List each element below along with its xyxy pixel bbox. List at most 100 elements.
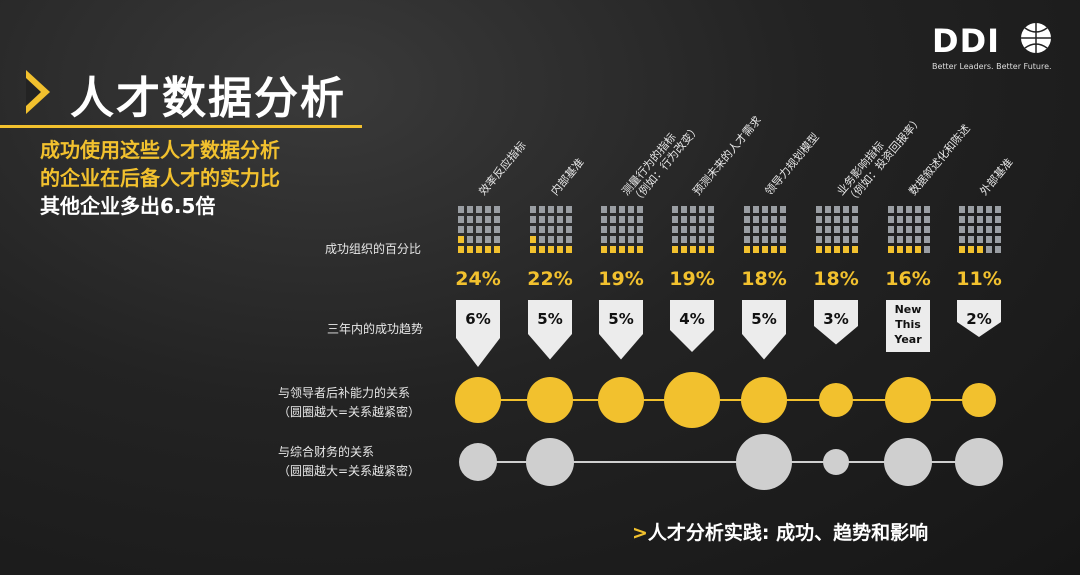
waffle-cell [744, 236, 750, 243]
waffle-cell [915, 216, 921, 223]
waffle-cell [708, 236, 714, 243]
waffle-cell [915, 226, 921, 233]
trend-callout [814, 300, 858, 345]
waffle-cell [744, 246, 750, 253]
waffle-cell [888, 236, 894, 243]
waffle-cell [834, 226, 840, 233]
waffle-cell [897, 236, 903, 243]
waffle-cell [762, 236, 768, 243]
waffle-cell [708, 216, 714, 223]
waffle-cell [986, 236, 992, 243]
waffle-cell [834, 246, 840, 253]
waffle-cell [708, 246, 714, 253]
trend-box-new [886, 300, 930, 352]
waffle-cell [690, 236, 696, 243]
waffle-cell [476, 226, 482, 233]
waffle-cell [968, 216, 974, 223]
subtitle-line-1: 成功使用这些人才数据分析 [40, 138, 280, 162]
category-label-line: 效率反应指标 [476, 138, 529, 198]
waffle-cell [458, 206, 464, 213]
waffle-cell [530, 206, 536, 213]
waffle-cell [619, 246, 625, 253]
waffle-cell [995, 206, 1001, 213]
waffle-cell [681, 236, 687, 243]
waffle-cell [915, 236, 921, 243]
subtitle-line-2: 的企业在后备人才的实力比 [40, 166, 280, 190]
waffle-cell [906, 206, 912, 213]
subtitle-line-3: 其他企业多出6.5倍 [40, 194, 216, 218]
waffle-cell [699, 206, 705, 213]
leadership-circle [455, 377, 501, 423]
waffle-cell [771, 226, 777, 233]
leadership-circle [664, 372, 720, 428]
page-title: 人才数据分析 [70, 73, 346, 124]
waffle-cell [539, 206, 545, 213]
waffle-cell [601, 206, 607, 213]
waffle-cell [888, 216, 894, 223]
trend-label: 3% [823, 310, 848, 328]
waffle-cell [986, 246, 992, 253]
waffle-cell [888, 226, 894, 233]
waffle-cell [548, 246, 554, 253]
waffle-cell [924, 236, 930, 243]
waffle-cell [619, 236, 625, 243]
waffle-cell [762, 216, 768, 223]
waffle-cell [906, 236, 912, 243]
waffle-cell [852, 216, 858, 223]
trend-label-word: New [895, 303, 922, 316]
trend-callout [456, 300, 500, 367]
waffle-cell [610, 246, 616, 253]
waffle-cell [672, 236, 678, 243]
waffle-cell [825, 246, 831, 253]
waffle-cell [780, 236, 786, 243]
trend-label-word: Year [893, 333, 922, 346]
waffle-cell [825, 236, 831, 243]
financial-circle [459, 443, 497, 481]
waffle-cell [467, 216, 473, 223]
waffle-cell [672, 206, 678, 213]
waffle-cell [637, 206, 643, 213]
waffle-cell [977, 216, 983, 223]
waffle-cell [476, 246, 482, 253]
waffle-cell [906, 216, 912, 223]
waffle-cell [897, 206, 903, 213]
waffle-cell [753, 236, 759, 243]
waffle-cell [467, 236, 473, 243]
waffle-cell [637, 216, 643, 223]
waffle-cell [681, 206, 687, 213]
trend-label: 6% [465, 310, 490, 328]
waffle-cell [816, 216, 822, 223]
financial-circle [736, 434, 792, 490]
leadership-circle [527, 377, 573, 423]
waffle-cell [628, 246, 634, 253]
waffle-cell [557, 236, 563, 243]
waffle-cell [977, 226, 983, 233]
ddi-logo: DDI [932, 22, 1000, 60]
waffle-cell [690, 246, 696, 253]
waffle-cell [681, 246, 687, 253]
waffle-cell [995, 246, 1001, 253]
success-percent-label: 19% [669, 268, 714, 290]
waffle-cell [619, 216, 625, 223]
waffle-cell [699, 226, 705, 233]
waffle-cell [771, 206, 777, 213]
waffle-cell [610, 226, 616, 233]
waffle-cell [485, 226, 491, 233]
waffle-cell [485, 206, 491, 213]
waffle-cell [637, 246, 643, 253]
waffle-cell [548, 236, 554, 243]
trend-callout [742, 300, 786, 360]
waffle-cell [530, 236, 536, 243]
waffle-cell [753, 206, 759, 213]
trend-callout [957, 300, 1001, 337]
waffle-cell [628, 236, 634, 243]
success-percent-label: 18% [813, 268, 858, 290]
waffle-cell [816, 246, 822, 253]
footer-text: 人才分析实践: 成功、趋势和影响 [647, 522, 929, 544]
title-underline [0, 125, 362, 128]
waffle-cell [467, 206, 473, 213]
waffle-cell [968, 246, 974, 253]
row-label-leader-1: 与领导者后补能力的关系 [278, 386, 411, 400]
waffle-cell [986, 226, 992, 233]
